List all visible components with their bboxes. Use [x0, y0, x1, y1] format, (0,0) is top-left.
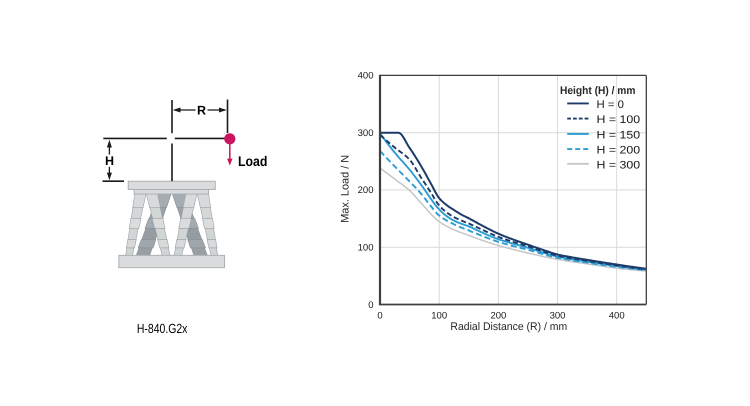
svg-text:H = 150: H = 150	[597, 130, 641, 142]
svg-text:Height (H) / mm: Height (H) / mm	[560, 85, 636, 97]
svg-text:H = 200: H = 200	[597, 145, 641, 157]
svg-text:R: R	[197, 104, 206, 118]
svg-text:300: 300	[550, 311, 566, 322]
svg-text:400: 400	[358, 71, 374, 82]
svg-text:H: H	[105, 154, 114, 168]
svg-text:300: 300	[358, 128, 374, 139]
svg-text:H = 100: H = 100	[597, 114, 641, 126]
svg-text:100: 100	[358, 243, 374, 254]
svg-text:H-840.G2x: H-840.G2x	[137, 321, 188, 336]
svg-text:0: 0	[368, 300, 373, 311]
svg-text:0: 0	[377, 311, 382, 322]
svg-text:H = 300: H = 300	[597, 159, 641, 171]
svg-text:Radial Distance (R) / mm: Radial Distance (R) / mm	[450, 321, 567, 333]
svg-text:H = 0: H = 0	[597, 99, 624, 111]
svg-text:200: 200	[358, 185, 374, 196]
svg-text:Max. Load / N: Max. Load / N	[340, 155, 352, 223]
svg-text:400: 400	[609, 311, 625, 322]
svg-text:Load: Load	[238, 153, 267, 169]
svg-text:200: 200	[490, 311, 506, 322]
svg-text:100: 100	[431, 311, 447, 322]
